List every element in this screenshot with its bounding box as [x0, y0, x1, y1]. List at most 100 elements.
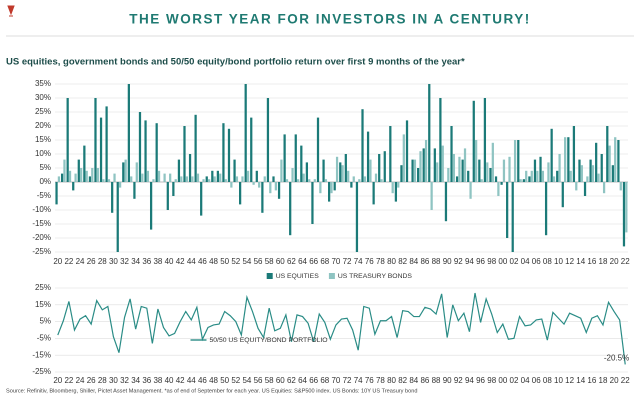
- bar: [216, 170, 219, 182]
- bar: [361, 109, 364, 182]
- bar: [344, 154, 347, 182]
- bar: [205, 176, 208, 182]
- bar: [255, 170, 258, 182]
- y-tick-label: -15%: [32, 350, 51, 359]
- x-tick-label: 32: [120, 257, 129, 266]
- bar: [483, 98, 487, 182]
- bar: [224, 179, 227, 182]
- y-tick-label: 30%: [35, 93, 51, 102]
- line: [57, 292, 626, 365]
- bar: [500, 182, 503, 185]
- bar: [280, 159, 283, 182]
- x-tick-label: 08: [543, 376, 552, 385]
- bar: [578, 159, 581, 182]
- bar: [400, 165, 403, 182]
- bar: [230, 182, 233, 188]
- x-tick-label: 68: [320, 257, 329, 266]
- bar: [350, 182, 353, 188]
- bar: [163, 173, 166, 182]
- y-tick-label: 35%: [35, 79, 51, 88]
- x-tick-label: 94: [465, 376, 474, 385]
- bar: [561, 182, 564, 208]
- bar: [149, 182, 153, 230]
- bar: [489, 168, 492, 182]
- x-tick-label: 10: [554, 257, 563, 266]
- x-tick-label: 98: [487, 257, 496, 266]
- x-tick-label: 24: [76, 376, 85, 385]
- bar: [157, 170, 161, 182]
- bar: [302, 173, 305, 182]
- bar: [355, 182, 359, 252]
- x-tick-label: 64: [298, 376, 307, 385]
- x-tick-label: 06: [532, 257, 541, 266]
- bar: [105, 106, 108, 182]
- x-tick-label: 92: [454, 257, 463, 266]
- bar: [595, 142, 598, 182]
- bar: [238, 182, 242, 205]
- bar: [602, 182, 606, 194]
- x-tick-label: 48: [209, 376, 218, 385]
- bar: [455, 176, 459, 182]
- y-tick-label: 10%: [35, 149, 51, 158]
- bar: [580, 165, 583, 182]
- y-tick-label: -10%: [32, 205, 51, 214]
- bar: [191, 176, 194, 182]
- bar: [155, 123, 158, 182]
- bar: [428, 84, 431, 182]
- x-tick-label: 76: [365, 376, 374, 385]
- y-tick-label: 15%: [35, 300, 51, 309]
- bar: [369, 159, 372, 182]
- bar: [77, 159, 80, 182]
- bar: [441, 145, 444, 182]
- bar: [311, 182, 314, 224]
- bar: [444, 182, 448, 222]
- y-tick-label: -20%: [32, 233, 51, 242]
- x-tick-label: 58: [265, 257, 274, 266]
- bar: [107, 179, 111, 182]
- bar: [358, 179, 361, 182]
- bar: [424, 140, 428, 182]
- x-tick-label: 70: [331, 376, 340, 385]
- bar: [285, 179, 289, 182]
- bar: [508, 156, 511, 182]
- bar: [611, 165, 614, 182]
- bar: [541, 170, 545, 182]
- x-tick-label: 62: [287, 376, 296, 385]
- bar: [141, 173, 144, 182]
- x-tick-label: 88: [432, 376, 441, 385]
- bar: [614, 137, 617, 182]
- bar: [277, 182, 281, 199]
- x-tick-label: 50: [220, 376, 229, 385]
- bar: [55, 182, 58, 205]
- bar: [96, 168, 99, 182]
- bar: [133, 182, 136, 199]
- x-tick-label: 00: [498, 257, 507, 266]
- bar: [380, 179, 383, 182]
- x-tick-label: 78: [376, 376, 385, 385]
- bar: [352, 176, 355, 182]
- x-tick-label: 22: [621, 376, 630, 385]
- x-tick-label: 60: [276, 376, 285, 385]
- bar: [289, 182, 292, 236]
- bar: [266, 98, 270, 182]
- bar: [194, 114, 197, 182]
- y-tick-label: 25%: [35, 283, 51, 292]
- bar: [575, 182, 578, 191]
- bar: [513, 140, 517, 182]
- bar: [219, 173, 222, 182]
- legend-swatch: [328, 273, 335, 279]
- legend-label: 50/50 US EQUITY/BOND PORTFOLIO: [210, 337, 328, 344]
- x-tick-label: 38: [153, 257, 162, 266]
- x-tick-label: 24: [76, 257, 85, 266]
- bar: [196, 173, 200, 182]
- x-tick-label: 86: [420, 257, 429, 266]
- bar: [322, 159, 325, 182]
- bar: [552, 176, 556, 182]
- bar: [88, 176, 92, 182]
- bar: [180, 176, 183, 182]
- chart-title: US equities, government bonds and 50/50 …: [6, 57, 465, 68]
- bar: [469, 182, 472, 199]
- bar: [118, 182, 122, 188]
- bar: [99, 117, 103, 182]
